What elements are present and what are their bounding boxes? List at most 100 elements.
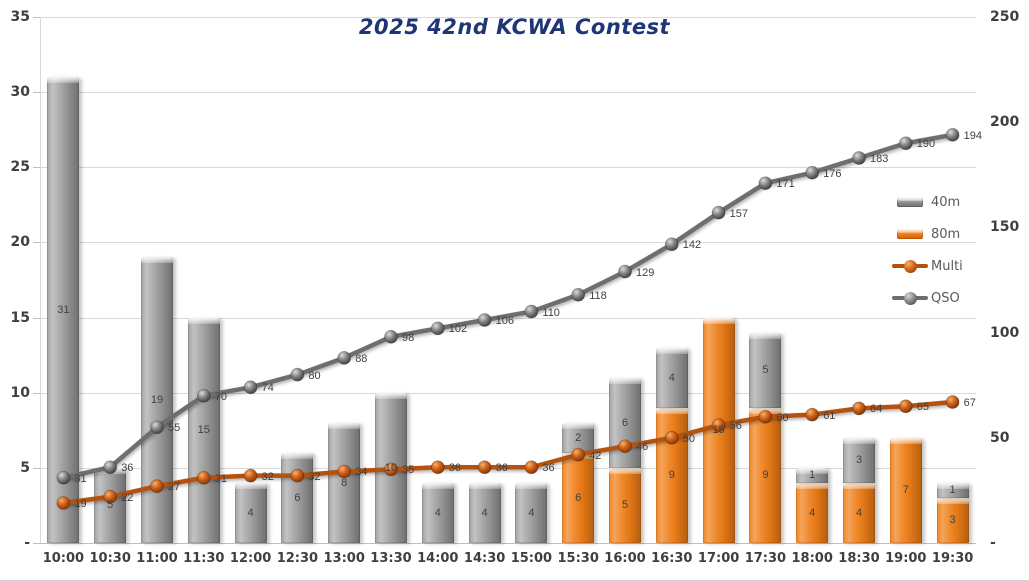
- bar-segment-80m: [655, 407, 688, 543]
- bar-segment-80m: [609, 467, 641, 543]
- x-axis-tick-label: 12:30: [276, 551, 319, 566]
- x-axis-tick-label: 18:00: [791, 551, 833, 566]
- point-value-label: 171: [776, 178, 795, 191]
- bar-gloss-cap: [843, 437, 875, 444]
- multi-data-point-marker: [243, 468, 258, 483]
- qso-data-point-marker: [664, 237, 679, 252]
- qso-data-point-marker: [945, 127, 960, 142]
- bar-segment-40m: [609, 377, 641, 468]
- bar-value-label: 5: [107, 499, 114, 512]
- bar-value-label: 4: [247, 506, 254, 519]
- bar-segment-40m: [749, 332, 782, 408]
- point-value-label: 80: [308, 369, 321, 382]
- point-value-label: 176: [823, 167, 842, 180]
- bar-segment-40m: [655, 347, 688, 408]
- bar-segment-40m: [187, 317, 220, 543]
- legend-item-80m: 80m: [891, 218, 963, 250]
- left-axis-line: [40, 17, 41, 543]
- left-axis-tick-label: 30: [10, 84, 30, 101]
- multi-data-point-marker: [945, 395, 960, 409]
- point-value-label: 190: [916, 138, 936, 151]
- x-axis-tick-label: 11:30: [183, 551, 225, 566]
- point-value-label: 67: [963, 397, 976, 410]
- multi-data-point-marker: [571, 447, 586, 462]
- point-value-label: 36: [448, 462, 462, 475]
- bar-value-label: 5: [621, 499, 629, 512]
- left-axis-tick-label: 20: [10, 234, 30, 251]
- bar-value-label: 4: [481, 506, 488, 519]
- left-axis-tick-label: 25: [10, 159, 30, 176]
- bar-value-label: 6: [575, 491, 582, 504]
- qso-data-point-marker: [103, 460, 118, 475]
- x-axis-tick-label: 16:30: [651, 551, 693, 566]
- multi-data-point-marker: [618, 439, 632, 454]
- bar-value-label: 1: [949, 484, 956, 497]
- bar-segment-40m: [47, 77, 80, 543]
- x-axis-tick-label: 10:30: [89, 551, 131, 566]
- chart-legend: 40m 80m Multi QSO: [891, 186, 963, 314]
- point-value-label: 31: [214, 472, 228, 485]
- bar-gloss-cap: [281, 452, 314, 459]
- bar-value-label: 31: [57, 304, 70, 317]
- x-axis-tick-label: 11:00: [136, 551, 178, 566]
- bar-segment-40m: [468, 482, 501, 543]
- point-value-label: 142: [682, 239, 702, 252]
- bar-gloss-cap: [609, 467, 641, 474]
- point-value-label: 22: [121, 491, 134, 504]
- bar-value-label: 10: [384, 461, 398, 474]
- point-value-label: 110: [542, 306, 560, 319]
- bar-value-label: 9: [762, 469, 769, 482]
- point-value-label: 32: [261, 470, 274, 483]
- point-value-label: 65: [916, 401, 930, 414]
- x-axis-tick-label: 10:00: [42, 551, 85, 566]
- axis-tick-mark: [33, 317, 40, 319]
- bar-value-label: 2: [575, 431, 582, 444]
- x-axis-tick-label: 13:30: [370, 551, 412, 566]
- left-axis-tick-label: 5: [20, 459, 30, 476]
- left-axis-tick-label: 15: [10, 309, 30, 326]
- bar-segment-80m: [562, 452, 595, 543]
- bar-gloss-cap: [234, 482, 267, 489]
- x-axis-tick-label: 14:00: [417, 551, 459, 566]
- x-axis-tick-label: 16:00: [604, 551, 646, 566]
- qso-marker-swatch-icon: [903, 291, 917, 305]
- point-value-label: 34: [355, 466, 368, 479]
- gridline: [40, 167, 976, 169]
- point-value-label: 31: [74, 472, 87, 485]
- x-axis-tick-label: 15:00: [510, 551, 553, 566]
- bar-gloss-cap: [936, 497, 969, 504]
- bar-segment-40m: [796, 467, 829, 483]
- bar-gloss-cap: [187, 317, 220, 324]
- point-value-label: 70: [214, 390, 228, 403]
- bar-gloss-cap: [468, 482, 501, 489]
- left-axis-tick-label: 10: [10, 384, 30, 401]
- axis-tick-mark: [33, 392, 40, 394]
- left-axis-tick-label: 35: [10, 9, 30, 25]
- bar-segment-40m: [936, 482, 969, 498]
- bar-value-label: 6: [294, 491, 301, 504]
- legend-item-qso: QSO: [891, 282, 963, 314]
- x-axis-tick-label: 17:00: [697, 551, 740, 566]
- axis-tick-mark: [33, 467, 40, 469]
- right-axis-tick-label: 250: [990, 9, 1020, 25]
- point-value-label: 60: [776, 411, 789, 424]
- qso-data-point-marker: [571, 287, 586, 302]
- multi-data-point-marker: [103, 489, 118, 504]
- bar-value-label: 6: [621, 416, 629, 429]
- point-value-label: 183: [870, 152, 889, 165]
- qso-data-point-marker: [384, 329, 398, 344]
- legend-label: Multi: [931, 258, 963, 274]
- point-value-label: 56: [729, 420, 742, 433]
- qso-data-point-marker: [618, 264, 632, 279]
- bar-value-label: 4: [528, 506, 535, 519]
- multi-data-point-marker: [56, 496, 71, 510]
- point-value-label: 42: [589, 449, 602, 462]
- bar-gloss-cap: [796, 467, 829, 474]
- bar-value-label: 5: [762, 364, 769, 377]
- qso-data-point-marker: [524, 304, 539, 319]
- x-axis-tick-label: 18:30: [838, 551, 880, 566]
- point-value-label: 106: [495, 314, 514, 327]
- bar-gloss-cap: [655, 407, 688, 414]
- multi-data-point-marker: [196, 470, 211, 485]
- legend-item-multi: Multi: [891, 250, 963, 282]
